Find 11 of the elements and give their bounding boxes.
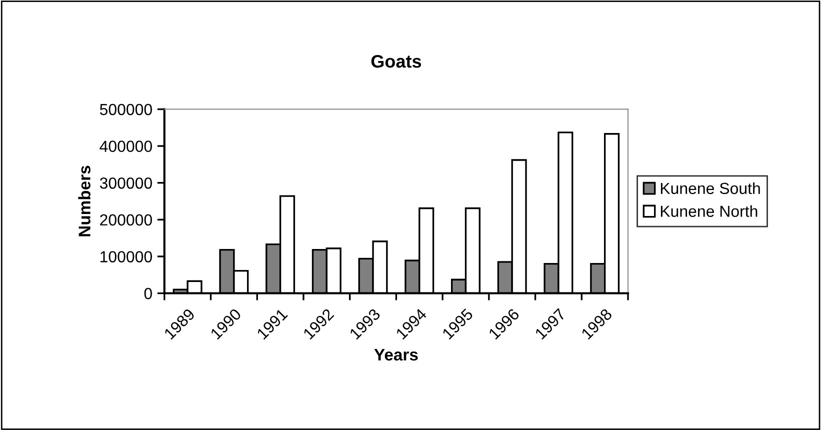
y-axis-title: Numbers (78, 166, 90, 236)
legend-label: Kunene North (660, 205, 758, 217)
y-tick-label: 100000 (100, 251, 152, 262)
y-tick-label: 300000 (100, 177, 152, 189)
legend-label: Kunene South (660, 182, 760, 194)
y-tick-label: 0 (144, 288, 152, 300)
y-tick-label: 200000 (100, 214, 152, 226)
chart-title: Goats (371, 54, 422, 68)
y-tick-label: 500000 (100, 104, 152, 116)
x-axis-title: Years (374, 348, 418, 361)
y-tick-label: 400000 (100, 140, 152, 152)
